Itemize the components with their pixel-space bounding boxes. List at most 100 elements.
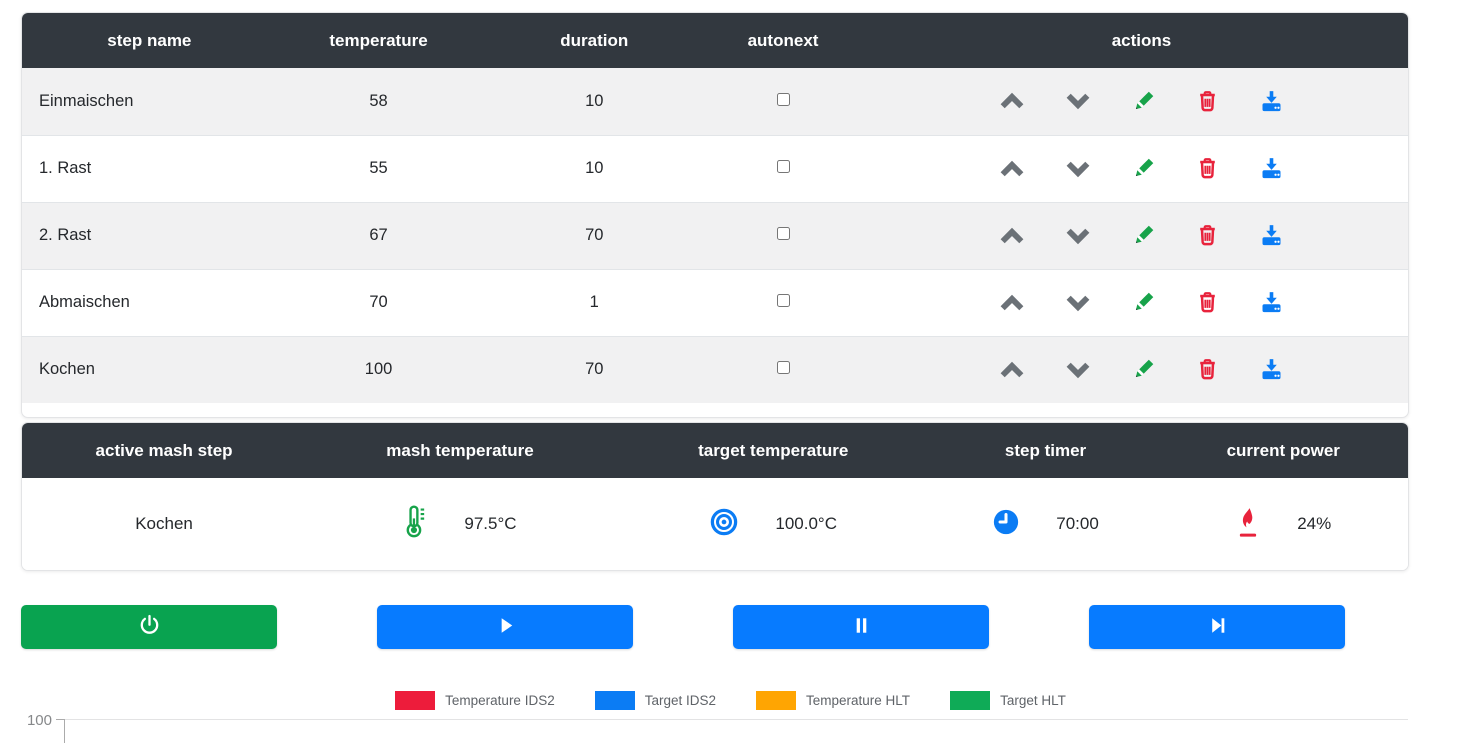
step-duration-cell: 70: [497, 201, 692, 269]
thermometer-icon: [403, 505, 428, 543]
delete-icon[interactable]: [1195, 156, 1220, 181]
legend-item-temperature-ids2[interactable]: Temperature IDS2: [395, 691, 555, 710]
chart-legend: Temperature IDS2 Target IDS2 Temperature…: [0, 691, 1461, 710]
step-row: 1. Rast 55 10: [22, 134, 1408, 202]
step-duration-cell: 70: [497, 335, 692, 403]
legend-label: Target IDS2: [644, 693, 717, 708]
legend-swatch: [594, 691, 635, 710]
step-temperature-cell: 100: [259, 335, 498, 403]
status-row: Kochen 97.5°C 100.0°C 70:: [22, 478, 1408, 570]
save-icon[interactable]: [1258, 222, 1285, 249]
active-step-table: active mash step mash temperature target…: [22, 423, 1408, 570]
edit-icon[interactable]: [1130, 88, 1157, 115]
col-active-mash-step: active mash step: [22, 423, 307, 478]
step-temperature-cell: 67: [259, 201, 498, 269]
step-name-cell: 1. Rast: [22, 134, 260, 202]
delete-icon[interactable]: [1195, 357, 1220, 382]
save-icon[interactable]: [1258, 289, 1285, 316]
step-temperature-cell: 55: [259, 134, 498, 202]
flame-icon: [1235, 505, 1261, 543]
pause-icon: [849, 613, 874, 641]
legend-item-target-ids2[interactable]: Target IDS2: [594, 691, 717, 710]
move-down-icon[interactable]: [1064, 289, 1092, 317]
legend-item-target-hlt[interactable]: Target HLT: [950, 691, 1066, 710]
status-header-row: active mash step mash temperature target…: [22, 423, 1408, 478]
move-down-icon[interactable]: [1064, 222, 1092, 250]
power-button[interactable]: [21, 605, 277, 649]
y-axis-line: [64, 719, 65, 743]
step-row: Einmaischen 58 10: [22, 68, 1408, 135]
col-current-power: current power: [1158, 423, 1408, 478]
step-timer-value: 70:00: [1056, 514, 1099, 533]
move-up-icon[interactable]: [998, 289, 1026, 317]
autonext-checkbox[interactable]: [776, 294, 790, 307]
delete-icon[interactable]: [1195, 89, 1220, 114]
y-axis-tick-label: 100: [26, 712, 52, 729]
skip-button[interactable]: [1089, 605, 1345, 649]
legend-label: Temperature HLT: [806, 693, 911, 708]
edit-icon[interactable]: [1130, 356, 1157, 383]
pause-button[interactable]: [733, 605, 989, 649]
autonext-checkbox[interactable]: [776, 92, 790, 106]
legend-label: Temperature IDS2: [445, 693, 555, 708]
move-down-icon[interactable]: [1064, 155, 1092, 183]
move-up-icon[interactable]: [998, 155, 1026, 183]
step-row: 2. Rast 67 70: [22, 201, 1408, 269]
mash-steps-card: step name temperature duration autonext …: [21, 12, 1409, 418]
mash-temperature-value: 97.5°C: [464, 514, 517, 533]
autonext-checkbox[interactable]: [776, 160, 790, 173]
edit-icon[interactable]: [1130, 155, 1157, 182]
move-up-icon[interactable]: [998, 356, 1026, 384]
col-temperature: temperature: [259, 13, 498, 68]
move-down-icon[interactable]: [1064, 87, 1092, 115]
edit-icon[interactable]: [1130, 289, 1157, 316]
step-duration-cell: 1: [497, 268, 692, 336]
legend-swatch: [756, 691, 797, 710]
delete-icon[interactable]: [1195, 290, 1220, 315]
gridline-100: [65, 719, 1408, 720]
steps-header-row: step name temperature duration autonext …: [22, 13, 1408, 68]
col-target-temperature: target temperature: [613, 423, 933, 478]
delete-icon[interactable]: [1195, 223, 1220, 248]
power-icon: [137, 613, 162, 641]
col-duration: duration: [497, 13, 692, 68]
legend-label: Target HLT: [1000, 693, 1066, 708]
col-actions: actions: [874, 13, 1408, 68]
step-row: Abmaischen 70 1: [22, 268, 1408, 336]
col-mash-temperature: mash temperature: [306, 423, 614, 478]
autonext-checkbox[interactable]: [776, 227, 790, 240]
autonext-checkbox[interactable]: [776, 361, 790, 375]
legend-swatch: [395, 691, 436, 710]
active-step-card: active mash step mash temperature target…: [21, 422, 1409, 571]
edit-icon[interactable]: [1130, 222, 1157, 249]
col-step-timer: step timer: [932, 423, 1159, 478]
active-mash-step-value: Kochen: [135, 514, 193, 533]
current-power-value: 24%: [1297, 514, 1332, 533]
clock-icon: [992, 508, 1020, 541]
play-button[interactable]: [377, 605, 633, 649]
step-temperature-cell: 58: [369, 91, 388, 110]
legend-swatch: [950, 691, 991, 710]
step-name-cell: Kochen: [22, 335, 260, 403]
play-icon: [493, 613, 518, 641]
target-temperature-value: 100.0°C: [775, 514, 837, 533]
control-buttons: [21, 605, 1461, 649]
step-duration-cell: 10: [497, 134, 692, 202]
skip-forward-icon: [1205, 613, 1230, 641]
step-name-cell: 2. Rast: [22, 201, 260, 269]
mash-steps-table: step name temperature duration autonext …: [22, 13, 1408, 403]
save-icon[interactable]: [1258, 88, 1285, 115]
move-up-icon[interactable]: [998, 87, 1026, 115]
step-name-cell: Einmaischen: [39, 91, 134, 110]
step-name-cell: Abmaischen: [22, 268, 260, 336]
col-step-name: step name: [22, 13, 260, 68]
move-up-icon[interactable]: [998, 222, 1026, 250]
move-down-icon[interactable]: [1064, 356, 1092, 384]
legend-item-temperature-hlt[interactable]: Temperature HLT: [756, 691, 910, 710]
step-duration-cell: 10: [585, 91, 604, 110]
save-icon[interactable]: [1258, 356, 1285, 383]
y-axis-tick-mark: [56, 719, 65, 720]
save-icon[interactable]: [1258, 155, 1285, 182]
temperature-chart: 100: [0, 710, 1461, 743]
col-autonext: autonext: [691, 13, 875, 68]
